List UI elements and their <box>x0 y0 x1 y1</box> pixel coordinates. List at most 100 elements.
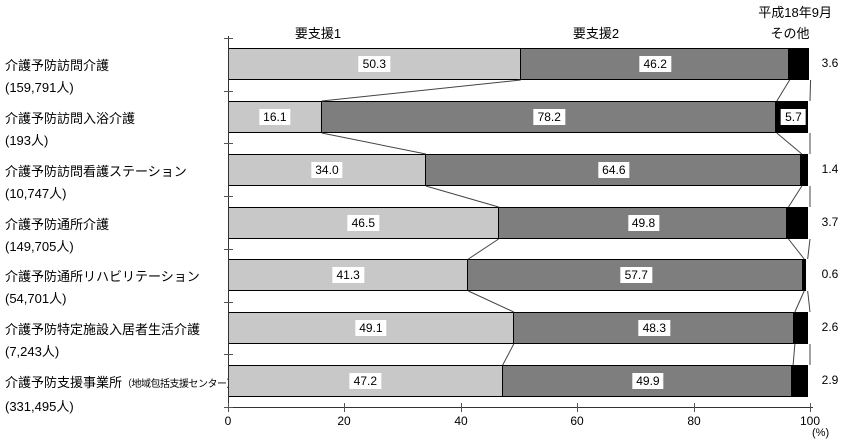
y-category-tick <box>224 38 233 39</box>
category-name: 介護予防特定施設入居者生活介護 <box>5 319 231 341</box>
y-category-tick <box>224 196 233 197</box>
category-name-text: 介護予防訪問看護ステーション <box>5 164 187 179</box>
category-name-text: 介護予防訪問介護 <box>5 58 110 73</box>
series-connector-line <box>807 290 811 313</box>
category-label-block: 介護予防訪問介護 (159,791人) <box>5 55 231 99</box>
series-connector-line <box>776 79 791 102</box>
category-count: (331,495人) <box>5 399 74 414</box>
value-label: 57.7 <box>620 267 652 283</box>
bar-segment-yoshien1 <box>228 207 499 239</box>
x-axis-tick <box>694 403 695 412</box>
category-count: (54,701人) <box>5 291 67 306</box>
column-header-yoshien1: 要支援1 <box>294 26 342 41</box>
x-axis-line <box>228 407 813 408</box>
value-label: 41.3 <box>332 267 364 283</box>
bar-segment-other <box>786 207 808 239</box>
value-label: 49.9 <box>632 373 664 389</box>
series-connector-line <box>792 343 796 366</box>
series-connector-line <box>794 290 805 313</box>
x-axis-tick-label: 40 <box>454 414 468 428</box>
x-axis-tick-label: 100 <box>799 414 821 428</box>
series-connector-lines <box>321 79 812 366</box>
category-name-text: 介護予防通所リハビリテーション <box>5 269 200 284</box>
series-connector-line <box>807 238 811 260</box>
category-count: (7,243人) <box>5 344 60 359</box>
y-axis-line <box>228 36 229 408</box>
series-connector-line <box>776 132 803 155</box>
y-category-tick <box>224 91 233 92</box>
x-axis-tick-label: 0 <box>224 414 232 428</box>
category-name: 介護予防訪問看護ステーション <box>5 161 231 183</box>
value-label: 46.5 <box>347 215 379 231</box>
series-connector-line <box>321 132 426 155</box>
x-axis-tick-label: 80 <box>687 414 701 428</box>
series-connector-line <box>788 185 803 208</box>
value-label: 48.3 <box>638 320 670 336</box>
bar-segment-yoshien2 <box>467 259 804 291</box>
category-label-block: 介護予防支援事業所（地域包括支援センター） (331,495人) <box>5 372 237 418</box>
category-name: 介護予防訪問入浴介護 <box>5 108 231 130</box>
category-label-block: 介護予防訪問看護ステーション (10,747人) <box>5 161 231 205</box>
y-category-tick <box>224 249 233 250</box>
x-axis-tick <box>344 403 345 412</box>
x-axis-tick <box>461 403 462 412</box>
other-value-label: 2.6 <box>821 320 839 334</box>
bar-segment-other <box>787 48 809 80</box>
x-axis-tick <box>577 403 578 412</box>
value-label: 78.2 <box>533 109 565 125</box>
category-label-block: 介護予防通所リハビリテーション (54,701人) <box>5 266 231 310</box>
bar-row <box>228 154 810 186</box>
other-value-label: 2.9 <box>821 373 839 387</box>
value-label: 50.3 <box>358 56 391 72</box>
value-label: 34.0 <box>311 162 343 178</box>
category-name: 介護予防支援事業所（地域包括支援センター） <box>5 372 237 396</box>
category-name: 介護予防通所介護 <box>5 214 231 236</box>
category-label-block: 介護予防訪問入浴介護 (193人) <box>5 108 231 152</box>
series-connector-line <box>502 343 515 366</box>
y-category-tick <box>224 354 233 355</box>
x-axis-tick <box>810 403 811 412</box>
category-count: (159,791人) <box>5 80 74 95</box>
category-name-text: 介護予防特定施設入居者生活介護 <box>5 322 201 337</box>
value-label: 64.6 <box>598 162 630 178</box>
other-value-label: 3.6 <box>821 56 839 70</box>
y-category-tick <box>224 302 233 303</box>
value-label: 49.1 <box>355 320 387 336</box>
category-name-small-text: （地域包括支援センター） <box>122 379 237 390</box>
x-axis-tick-label: 20 <box>337 414 351 428</box>
category-count: (193人) <box>5 133 49 148</box>
other-value-label: 0.6 <box>821 267 839 281</box>
other-value-label: 3.7 <box>821 215 839 229</box>
series-connector-line <box>788 238 805 260</box>
column-header-yoshien2: 要支援2 <box>572 26 620 41</box>
category-count: (10,747人) <box>5 186 67 201</box>
bar-segment-other <box>802 259 806 291</box>
column-header-other: その他 <box>770 26 810 41</box>
bar-segment-other <box>799 154 808 186</box>
category-label-block: 介護予防特定施設入居者生活介護 (7,243人) <box>5 319 231 363</box>
series-connector-line <box>321 79 521 102</box>
value-label: 5.7 <box>781 109 806 125</box>
category-name-text: 介護予防通所介護 <box>5 217 110 232</box>
value-label: 16.1 <box>259 109 291 125</box>
bar-segment-yoshien2 <box>424 154 801 186</box>
category-name: 介護予防訪問介護 <box>5 55 231 77</box>
category-name-text: 介護予防訪問入浴介護 <box>5 111 136 126</box>
x-axis-tick-label: 60 <box>570 414 584 428</box>
bar-row <box>228 312 810 344</box>
category-name-text: 介護予防支援事業所 <box>5 375 123 390</box>
plot-area: 50.3 46.2 16.1 78.2 5.7 34.0 64.6 46.5 49.8 41.3 5… <box>228 38 814 407</box>
x-axis-tick <box>228 403 229 412</box>
bar-row <box>228 101 810 133</box>
series-connector-line <box>468 290 514 313</box>
value-label: 47.2 <box>349 373 382 389</box>
chart-date-note: 平成18年9月 <box>758 5 832 20</box>
value-label: 46.2 <box>639 56 671 72</box>
series-connector-line <box>468 238 499 260</box>
bar-row <box>228 259 808 291</box>
value-label: 49.8 <box>627 215 660 231</box>
series-connector-line <box>809 79 812 102</box>
category-count: (149,705人) <box>5 239 74 254</box>
y-category-tick <box>224 143 233 144</box>
